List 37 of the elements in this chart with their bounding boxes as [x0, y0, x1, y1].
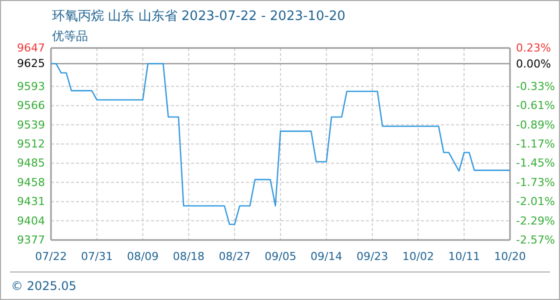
- y-tick-label: 9458: [17, 176, 45, 189]
- x-tick-label: 07/31: [81, 250, 113, 263]
- x-tick-label: 08/09: [126, 250, 159, 263]
- x-tick-label: 09/05: [264, 250, 296, 263]
- x-tick-label: 09/14: [310, 250, 342, 263]
- y2-tick-label: -1.73%: [516, 176, 555, 189]
- y-tick-label: 9566: [17, 99, 45, 112]
- y-tick-label: 9593: [17, 80, 45, 93]
- x-tick-label: 07/22: [35, 250, 67, 263]
- chart-title: 环氧丙烷 山东 山东省 2023-07-22 - 2023-10-20: [52, 9, 346, 24]
- line-series: [50, 62, 511, 226]
- y2-tick-label: -0.61%: [516, 99, 555, 112]
- x-tick-label: 10/11: [448, 250, 480, 263]
- x-tick-label: 08/18: [172, 250, 205, 263]
- y2-tick-label: -2.01%: [516, 195, 555, 208]
- x-tick-label: 08/27: [218, 250, 250, 263]
- y-tick-label: 9431: [17, 195, 45, 208]
- x-tick-label: 09/23: [356, 250, 388, 263]
- chart-subtitle: 优等品: [52, 29, 88, 43]
- y2-tick-label: -2.57%: [516, 234, 555, 247]
- y2-tick-label: 0.23%: [516, 42, 551, 55]
- y2-tick-label: -1.45%: [516, 156, 555, 170]
- y2-tick-label: 0.00%: [516, 57, 551, 70]
- y-tick-label: 9512: [17, 138, 45, 151]
- x-tick-label: 10/02: [402, 250, 434, 263]
- y2-tick-label: -1.17%: [516, 138, 555, 151]
- y-tick-label: 9485: [17, 156, 45, 170]
- y-tick-label: 9404: [17, 214, 45, 228]
- y-tick-label: 9647: [17, 42, 45, 55]
- y-tick-label: 9539: [17, 118, 45, 132]
- y2-tick-label: -2.29%: [516, 214, 555, 228]
- y-tick-label: 9625: [17, 57, 45, 70]
- text: © 2025.05: [11, 279, 76, 293]
- y-tick-label: 9377: [17, 234, 45, 247]
- y2-tick-label: -0.33%: [516, 80, 555, 93]
- x-tick-label: 10/20: [494, 250, 526, 263]
- y2-tick-label: -0.89%: [516, 118, 555, 132]
